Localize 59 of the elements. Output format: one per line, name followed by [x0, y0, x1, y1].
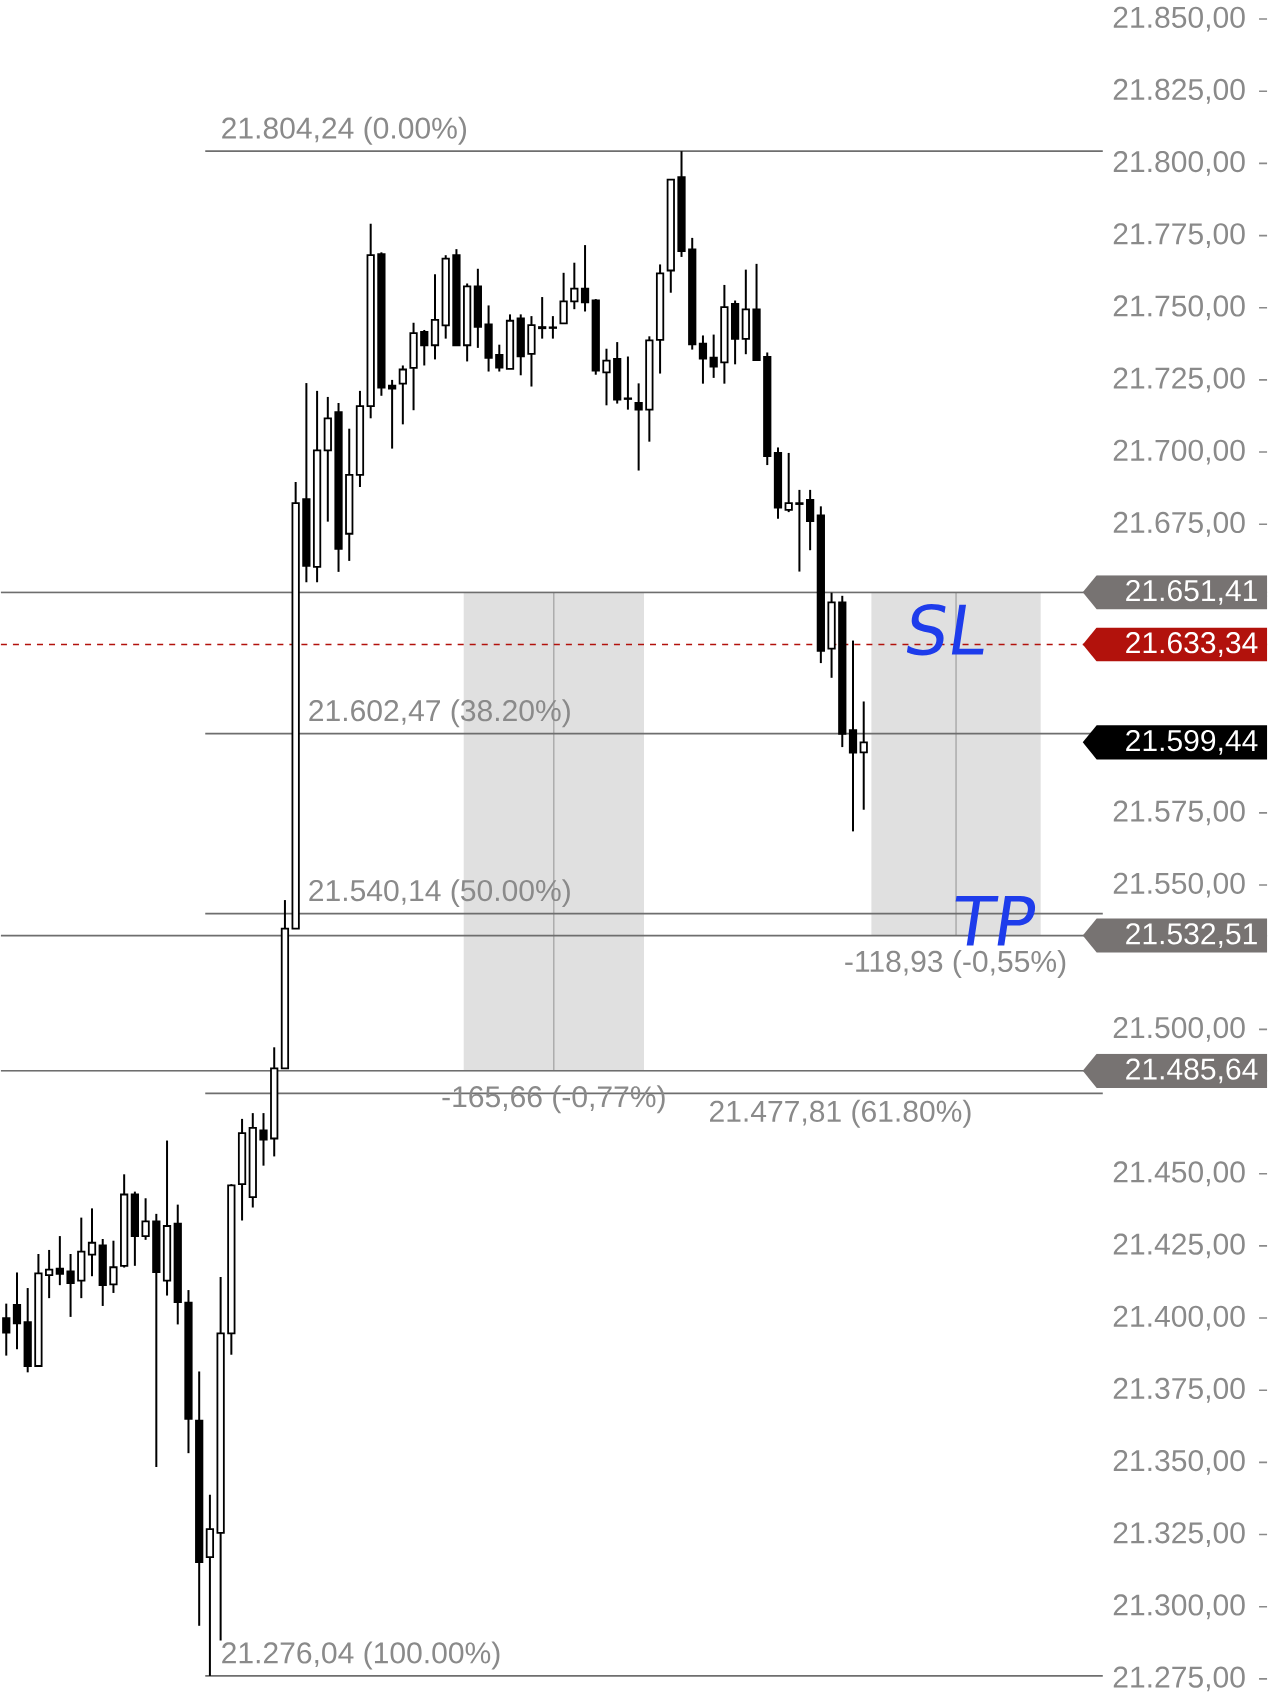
candlestick — [548, 315, 558, 340]
candlestick — [784, 451, 793, 514]
candlestick — [388, 378, 397, 450]
y-tick-label: 21.575,00 — [1113, 800, 1245, 826]
candlestick — [795, 488, 804, 573]
y-tick-label: 21.800,00 — [1113, 150, 1245, 176]
y-tick-label: 21.550,00 — [1113, 872, 1245, 898]
y-tick-label: 21.350,00 — [1113, 1449, 1245, 1475]
y-tick-label: 21.450,00 — [1113, 1161, 1245, 1187]
y-tick-label: 21.725,00 — [1113, 367, 1245, 393]
candlestick — [806, 488, 815, 552]
annotation: SL — [906, 603, 984, 656]
candlestick — [12, 1271, 22, 1351]
candlestick — [602, 347, 611, 407]
y-tick-label: 21.675,00 — [1113, 511, 1245, 537]
y-tick-label: 21.400,00 — [1113, 1305, 1245, 1331]
ref-line-label: 21.276,04 (100.00%) — [222, 1641, 500, 1670]
candlestick — [623, 355, 633, 411]
candlestick — [570, 261, 579, 311]
ref-line-label: 21.633,34 — [1126, 632, 1258, 657]
y-tick-label: 21.275,00 — [1113, 1666, 1245, 1692]
ref-line-label: 21.485,64 — [1126, 1058, 1258, 1084]
ref-line-label: 21.540,14 (50.00%) — [309, 879, 570, 908]
candlestick — [141, 1197, 150, 1241]
candlestick — [420, 328, 429, 367]
candlestick — [55, 1235, 64, 1287]
ref-line-label: 21.532,51 — [1126, 923, 1257, 948]
candlestick — [398, 364, 407, 426]
candlestick — [580, 244, 590, 313]
candlestick — [87, 1207, 97, 1278]
candlestick — [559, 271, 568, 325]
candlestick — [698, 334, 708, 385]
annotation: -118,93 (-0,55%) — [845, 949, 1066, 978]
candlestick — [709, 333, 718, 379]
ref-line-label: 21.804,24 (0.00%) — [222, 116, 467, 145]
candlestick — [2, 1302, 11, 1357]
candlestick — [538, 296, 547, 340]
ref-line-label: 21.602,47 (38.20%) — [309, 699, 570, 728]
y-tick-label: 21.375,00 — [1113, 1377, 1245, 1403]
candlestick — [859, 700, 868, 811]
y-tick-label: 21.825,00 — [1113, 78, 1245, 104]
y-tick-label: 21.500,00 — [1113, 1016, 1245, 1042]
candlestick — [109, 1239, 118, 1294]
candlestick — [259, 1112, 268, 1167]
candlestick — [634, 382, 643, 472]
annotation: 21.599,44 — [1126, 729, 1258, 755]
candlestick — [495, 343, 504, 373]
y-tick-label: 21.300,00 — [1113, 1594, 1245, 1620]
ref-line-label: 21.651,41 — [1126, 579, 1257, 605]
candlestick — [66, 1252, 75, 1318]
y-tick-label: 21.425,00 — [1113, 1233, 1245, 1259]
candlestick — [848, 639, 858, 833]
ref-line-label: 21.477,81 (61.80%) — [710, 1099, 971, 1128]
y-tick-label: 21.700,00 — [1113, 439, 1245, 465]
y-tick-label: 21.775,00 — [1113, 223, 1245, 248]
candlestick — [45, 1248, 54, 1300]
y-tick-label: 21.750,00 — [1113, 295, 1245, 321]
y-tick-label: 21.325,00 — [1113, 1522, 1245, 1547]
y-tick-label: 21.850,00 — [1113, 6, 1245, 32]
